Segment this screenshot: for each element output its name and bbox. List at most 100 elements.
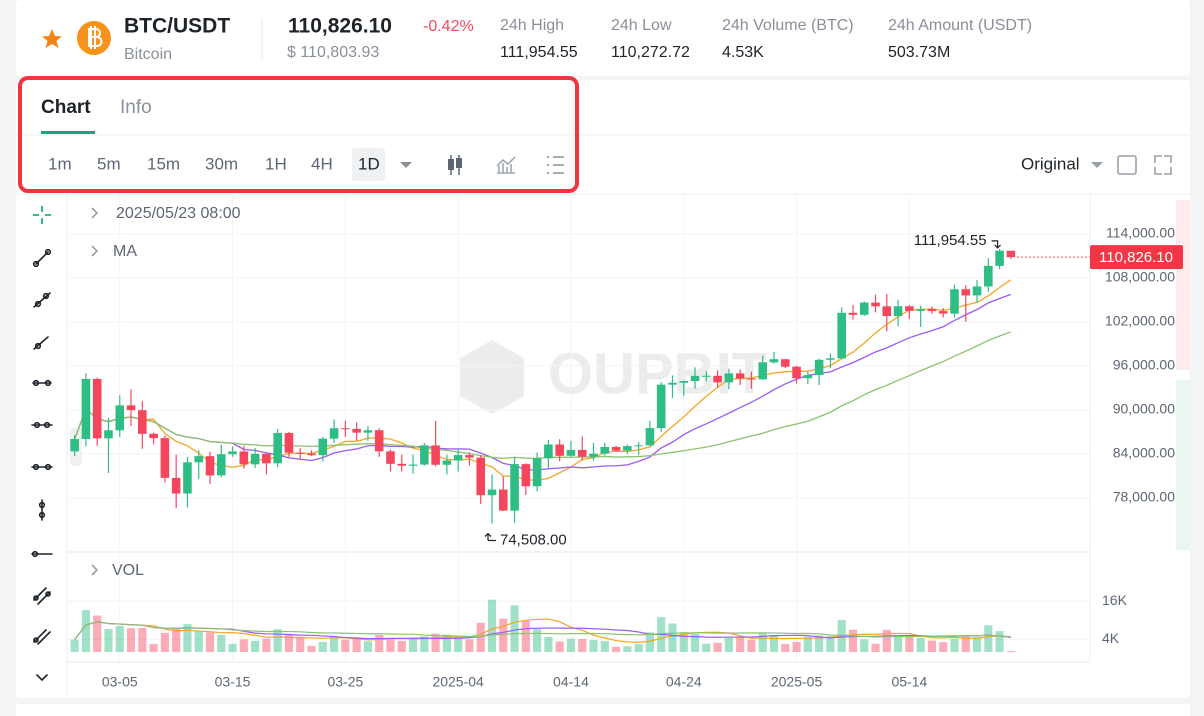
y-tick-label: 78,000.00	[1113, 489, 1175, 505]
ray-tool[interactable]	[33, 292, 51, 308]
volume-bar	[612, 646, 621, 652]
volume-bar	[521, 620, 530, 652]
volume-bar	[769, 635, 779, 652]
moving-average	[74, 331, 1012, 460]
candle-body	[138, 410, 147, 434]
max-label: 111,954.55	[914, 232, 987, 249]
crosshair-tool[interactable]	[33, 206, 51, 224]
price-mode[interactable]: Original	[1021, 154, 1080, 173]
volume-bar	[510, 605, 519, 652]
candle-body	[183, 462, 192, 494]
candle-body	[487, 489, 497, 496]
tab[interactable]: Info	[120, 97, 152, 118]
sell-pressure	[1176, 200, 1190, 370]
vertical-line-tool[interactable]	[38, 499, 46, 521]
volume-bar	[476, 622, 485, 652]
tabs: Chart Info	[41, 97, 152, 134]
candle-body	[566, 449, 576, 456]
price-line-tool[interactable]	[31, 550, 53, 558]
volume-bar	[578, 639, 587, 652]
candle-body	[363, 430, 373, 433]
volume-bar	[939, 642, 948, 652]
intervals: 1m 5m 15m 30m 1H 4H 1D	[48, 154, 380, 173]
candle-icon[interactable]	[448, 155, 462, 175]
candle-body	[476, 457, 486, 496]
layout-toggle[interactable]	[1117, 155, 1137, 175]
parallel-channel-tool[interactable]	[33, 587, 51, 605]
horizontal-line-tool[interactable]	[31, 421, 53, 429]
candle-body	[792, 366, 801, 379]
volume-bar	[882, 629, 891, 652]
extended-line-tool[interactable]	[33, 336, 49, 350]
candle-body	[453, 455, 463, 461]
toolbar-more[interactable]	[36, 674, 48, 682]
fullscreen[interactable]	[1154, 155, 1172, 175]
settings-icon[interactable]	[547, 156, 564, 174]
candle-body	[713, 375, 722, 383]
volume-bar	[758, 632, 767, 652]
interval[interactable]: 5m	[97, 154, 121, 173]
interval[interactable]: 30m	[205, 154, 238, 173]
interval[interactable]: 1H	[265, 154, 287, 173]
candle-body	[961, 289, 971, 296]
candle-body	[160, 438, 170, 478]
volume-bar	[871, 643, 880, 652]
trend-line-tool[interactable]	[32, 248, 52, 268]
last-price: 110,826.10	[288, 15, 392, 38]
interval[interactable]: 15m	[147, 154, 180, 173]
volume-bar	[713, 642, 722, 652]
volume-bar	[961, 635, 970, 652]
favorite-star[interactable]	[42, 29, 62, 48]
legend-chevron[interactable]	[91, 564, 99, 576]
candle-body	[420, 445, 429, 465]
candle-body	[645, 428, 655, 446]
candle-body	[668, 382, 677, 385]
x-tick-label: 03-15	[215, 674, 251, 690]
y-tick-label: 90,000.00	[1113, 401, 1175, 417]
candle-body	[115, 405, 125, 431]
interval[interactable]: 4H	[311, 154, 333, 173]
volume-bar	[352, 637, 361, 652]
indicator-icon[interactable]	[496, 156, 516, 174]
candle-body	[724, 373, 734, 383]
volume-bar	[848, 629, 858, 652]
y-tick-label: 114,000.00	[1106, 225, 1175, 241]
candle-body	[634, 445, 643, 447]
candle-body	[431, 445, 440, 465]
candle-body	[386, 451, 395, 464]
horizontal-ray-tool[interactable]	[32, 379, 52, 387]
horizontal-segment-tool[interactable]	[31, 463, 53, 471]
coin-logo-mark	[88, 26, 103, 49]
volume-bar	[1006, 651, 1015, 652]
candle-body	[104, 430, 113, 439]
legend-chevron[interactable]	[91, 207, 99, 219]
candle-body	[927, 309, 937, 312]
candle-body	[826, 358, 835, 360]
interval[interactable]: 1D	[358, 154, 380, 173]
tab[interactable]: Chart	[41, 97, 91, 118]
interval-more[interactable]	[400, 162, 412, 168]
candle-body	[532, 458, 542, 487]
x-tick-label: 05-14	[891, 674, 927, 690]
volume-bar	[149, 644, 158, 652]
candle-body	[228, 451, 237, 455]
legend-chevron[interactable]	[91, 245, 99, 257]
fib-tool[interactable]	[33, 629, 51, 645]
price-mode-caret[interactable]	[1091, 162, 1103, 168]
candle-body	[679, 381, 689, 383]
volume-tick-label: 4K	[1102, 630, 1120, 646]
candle-body	[623, 446, 632, 451]
next-card	[16, 704, 1190, 716]
candle-body	[92, 378, 102, 439]
buy-pressure	[1176, 380, 1190, 550]
volume-bar	[533, 629, 542, 652]
volume-bar	[262, 638, 271, 652]
interval[interactable]: 1m	[48, 154, 72, 173]
volume-bar	[487, 599, 497, 652]
volume-bar	[747, 639, 756, 652]
volume-bar	[420, 636, 429, 652]
candle-body	[307, 453, 316, 456]
candle-body	[769, 359, 779, 363]
volume-bar	[386, 639, 395, 652]
candle-body	[70, 439, 79, 452]
